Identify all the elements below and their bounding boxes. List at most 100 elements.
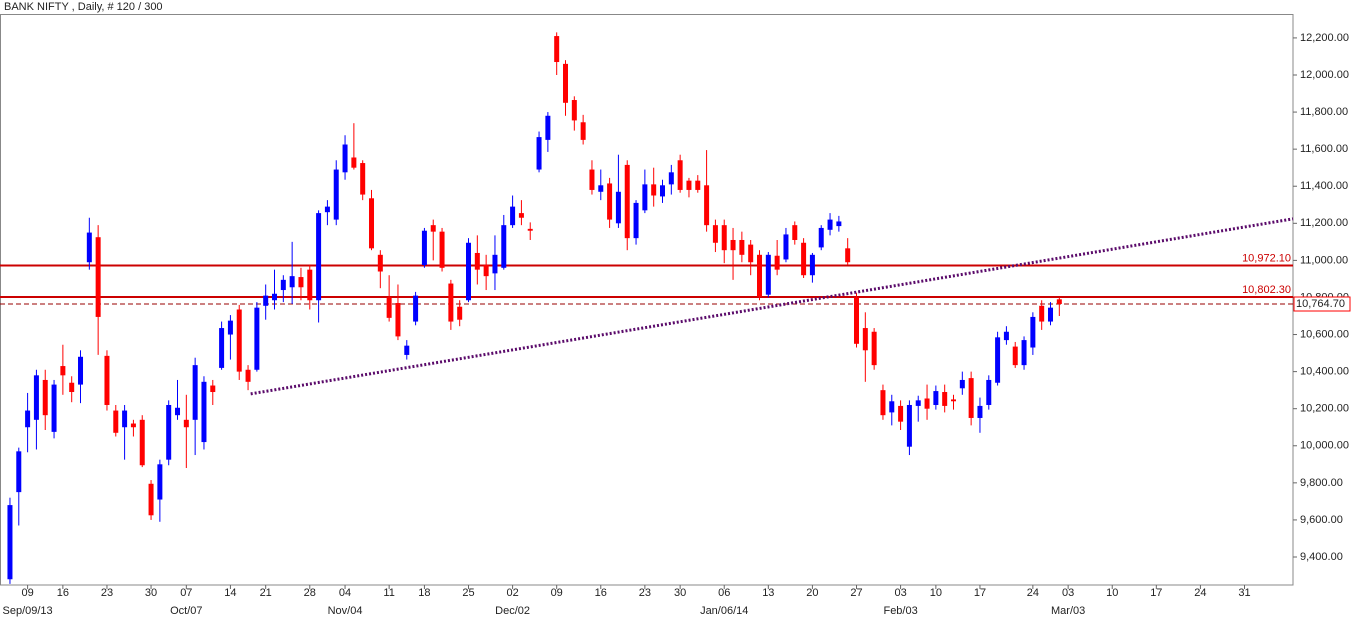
x-tick-label: 24 <box>1194 587 1206 599</box>
candle-body <box>483 265 489 277</box>
candle-body <box>42 379 48 416</box>
candle-body <box>624 164 630 239</box>
x-tick-label: 21 <box>260 587 272 599</box>
candle-body <box>977 405 983 418</box>
candle-body <box>1039 305 1045 322</box>
x-tick-label: 04 <box>339 587 351 599</box>
candle-body <box>395 303 401 337</box>
candle-body <box>466 242 472 301</box>
level-label: 10,972.10 <box>1242 252 1291 264</box>
candle-body <box>51 384 57 432</box>
candle-body <box>801 242 807 276</box>
candle-body <box>148 483 154 516</box>
candle-body <box>677 160 683 190</box>
y-tick-label: 10,000.00 <box>1300 440 1349 452</box>
y-tick-label: 11,600.00 <box>1300 143 1348 155</box>
y-tick-label: 10,600.00 <box>1300 328 1349 340</box>
x-tick-label: 20 <box>806 587 818 599</box>
x-tick-label: 03 <box>894 587 906 599</box>
candle-body <box>765 254 771 295</box>
month-label: Nov/04 <box>328 605 363 617</box>
candle-body <box>880 390 886 416</box>
candle-body <box>272 293 278 301</box>
x-tick-label: 11 <box>383 587 394 599</box>
x-tick-label: 17 <box>1150 587 1162 599</box>
x-tick-label: 25 <box>462 587 474 599</box>
x-tick-label: 18 <box>418 587 430 599</box>
x-tick-label: 10 <box>930 587 942 599</box>
candle-body <box>598 185 604 192</box>
candle-body <box>774 255 780 270</box>
candle-body <box>122 410 128 428</box>
candle-body <box>730 239 736 251</box>
candle-body <box>712 225 718 243</box>
candle-body <box>130 423 136 428</box>
candle-body <box>510 206 516 226</box>
candle-body <box>78 356 84 385</box>
y-tick-label: 11,000.00 <box>1300 254 1348 266</box>
x-tick-label: 24 <box>1027 587 1039 599</box>
candle-body <box>1048 307 1054 322</box>
candle-body <box>351 157 357 168</box>
candle-body <box>474 252 480 270</box>
y-tick-label: 9,800.00 <box>1300 477 1343 489</box>
last-price-box <box>1293 296 1351 312</box>
trend-line <box>250 217 1294 396</box>
candle-body <box>942 392 948 406</box>
candle-body <box>245 369 251 382</box>
y-tick-label: 11,800.00 <box>1300 106 1348 118</box>
candle-body <box>501 225 507 268</box>
x-tick-label: 03 <box>1062 587 1074 599</box>
x-tick-label: 02 <box>506 587 518 599</box>
candle-body <box>492 254 498 274</box>
y-tick-label: 12,200.00 <box>1300 32 1349 44</box>
candle-body <box>377 254 383 272</box>
candle-body <box>307 269 313 301</box>
x-tick-label: 27 <box>850 587 862 599</box>
candle-body <box>369 198 375 249</box>
candle-body <box>748 244 754 263</box>
candle-body <box>959 379 965 389</box>
candle-body <box>518 213 524 218</box>
candle-body <box>580 122 586 140</box>
candle-body <box>227 320 233 335</box>
y-tick-label: 10,200.00 <box>1300 403 1349 415</box>
candle-body <box>554 36 560 63</box>
candle-body <box>818 227 824 248</box>
x-tick-label: 13 <box>762 587 774 599</box>
candle-body <box>201 381 207 443</box>
x-tick-label: 07 <box>180 587 192 599</box>
candle-body <box>7 505 13 580</box>
month-label: Mar/03 <box>1051 605 1085 617</box>
x-tick-label: 06 <box>718 587 730 599</box>
candle-body <box>289 276 295 288</box>
candle-body <box>236 309 242 372</box>
candle-body <box>86 232 92 263</box>
candle-body <box>545 115 551 140</box>
candle-body <box>280 279 286 291</box>
candle-body <box>986 379 992 405</box>
y-tick-label: 11,200.00 <box>1300 217 1348 229</box>
candle-body <box>933 391 939 405</box>
x-tick-label: 28 <box>304 587 316 599</box>
y-tick-label: 9,600.00 <box>1300 514 1343 526</box>
x-tick-label: 30 <box>674 587 686 599</box>
candle-body <box>721 225 727 251</box>
candle-body <box>439 231 445 268</box>
candle-body <box>642 184 648 211</box>
candle-body <box>668 172 674 185</box>
level-label: 10,802.30 <box>1242 284 1291 296</box>
candle-body <box>104 355 110 405</box>
candle-body <box>686 180 692 190</box>
candle-body <box>254 307 260 370</box>
candle-body <box>589 169 595 190</box>
candle-body <box>915 400 921 406</box>
y-tick-label: 12,000.00 <box>1300 69 1349 81</box>
candle-body <box>845 248 851 263</box>
candle-body <box>263 295 269 306</box>
candle-body <box>563 63 569 103</box>
candle-body <box>192 365 198 420</box>
candle-body <box>219 328 225 368</box>
candle-body <box>1012 346 1018 366</box>
